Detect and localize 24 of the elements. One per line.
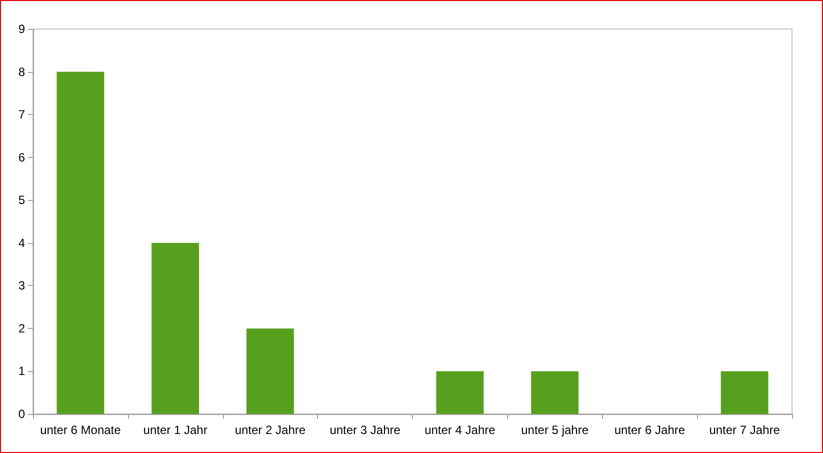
bar (436, 371, 484, 414)
y-tick-label: 9 (18, 22, 26, 36)
y-tick-label: 1 (18, 364, 26, 378)
y-tick-label: 6 (18, 150, 26, 164)
y-tick-label: 5 (18, 193, 26, 208)
bar (720, 371, 768, 414)
y-tick-label: 3 (18, 278, 26, 293)
x-tick-label: unter 4 Jahre (424, 423, 496, 437)
y-tick-label: 0 (18, 407, 26, 421)
y-tick-label: 8 (18, 64, 26, 79)
x-tick-label: unter 6 Monate (40, 423, 122, 437)
bar (246, 328, 294, 414)
x-tick-label: unter 5 jahre (521, 423, 589, 437)
y-tick-label: 7 (18, 108, 26, 122)
y-tick-label: 2 (18, 321, 26, 336)
x-tick-label: unter 3 Jahre (330, 423, 401, 437)
y-tick-label: 4 (18, 236, 26, 250)
x-tick-label: unter 7 Jahre (709, 423, 780, 437)
x-tick-label: unter 1 Jahr (143, 423, 208, 437)
bar (56, 72, 104, 414)
bar (531, 371, 579, 414)
bar (152, 242, 200, 414)
x-tick-label: unter 2 Jahre (234, 423, 306, 437)
x-tick-label: unter 6 Jahre (614, 423, 686, 437)
